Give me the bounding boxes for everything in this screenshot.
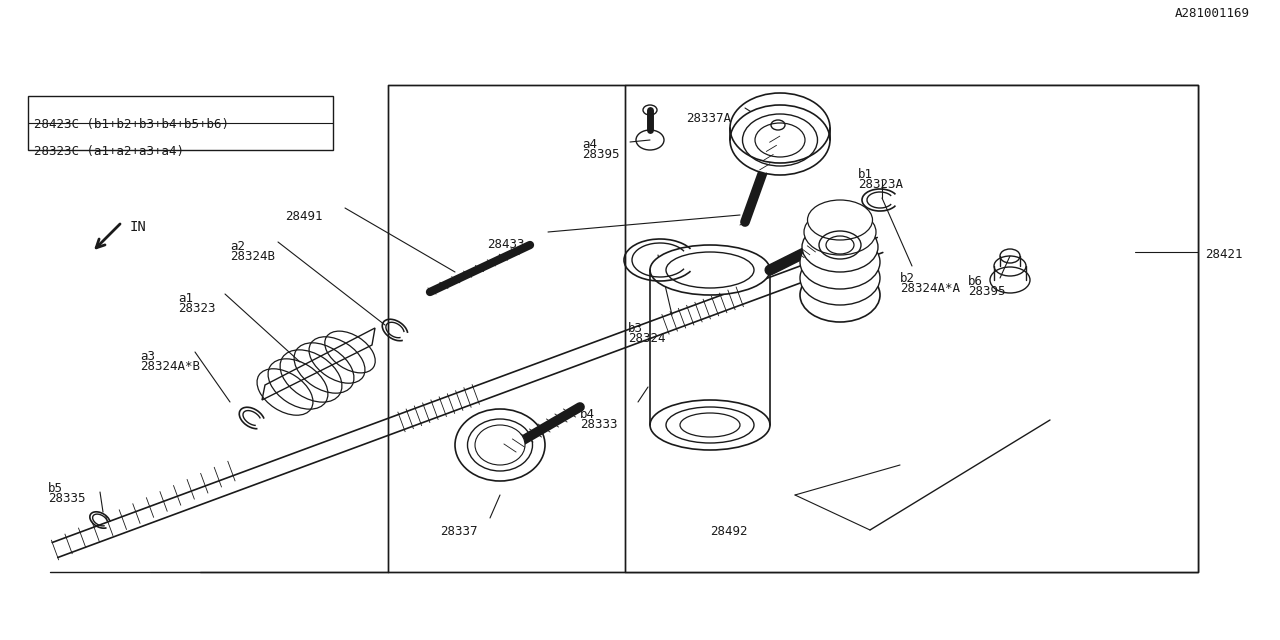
Text: IN: IN [131, 220, 147, 234]
Text: a2: a2 [230, 240, 244, 253]
Text: a4: a4 [582, 138, 596, 151]
Polygon shape [388, 85, 1198, 572]
Ellipse shape [803, 222, 878, 272]
Text: 28323: 28323 [178, 302, 215, 315]
Text: 28491: 28491 [285, 210, 323, 223]
Text: b5: b5 [49, 482, 63, 495]
Text: 28323A: 28323A [858, 178, 902, 191]
Text: 28337A: 28337A [686, 112, 731, 125]
Text: a1: a1 [178, 292, 193, 305]
Text: 28324A*A: 28324A*A [900, 282, 960, 295]
Text: b2: b2 [900, 272, 915, 285]
Text: 28335: 28335 [49, 492, 86, 505]
Ellipse shape [730, 105, 829, 175]
Text: b4: b4 [580, 408, 595, 421]
Text: 28333: 28333 [580, 418, 617, 431]
Text: 28421: 28421 [1204, 248, 1243, 262]
Text: b1: b1 [858, 168, 873, 181]
Ellipse shape [800, 235, 881, 289]
Text: 28323C (a1+a2+a3+a4): 28323C (a1+a2+a3+a4) [35, 145, 184, 158]
Text: 28433: 28433 [486, 238, 525, 251]
Ellipse shape [800, 268, 881, 322]
Text: 28324A*B: 28324A*B [140, 360, 200, 373]
Text: 28492: 28492 [710, 525, 748, 538]
Text: 28423C (b1+b2+b3+b4+b5+b6): 28423C (b1+b2+b3+b4+b5+b6) [35, 118, 229, 131]
Text: b6: b6 [968, 275, 983, 288]
Text: a3: a3 [140, 350, 155, 363]
Ellipse shape [475, 425, 525, 465]
Polygon shape [625, 85, 1198, 572]
Ellipse shape [800, 251, 881, 305]
Ellipse shape [808, 200, 873, 240]
Text: 28337: 28337 [440, 525, 477, 538]
Text: 28324B: 28324B [230, 250, 275, 263]
Ellipse shape [650, 400, 771, 450]
Text: 28395: 28395 [582, 148, 620, 161]
Text: 28395: 28395 [968, 285, 1006, 298]
Text: b3: b3 [628, 322, 643, 335]
Text: A281001169: A281001169 [1175, 7, 1251, 20]
Ellipse shape [650, 245, 771, 295]
Bar [28, 96, 333, 150]
Ellipse shape [804, 209, 876, 255]
Text: 28324: 28324 [628, 332, 666, 345]
